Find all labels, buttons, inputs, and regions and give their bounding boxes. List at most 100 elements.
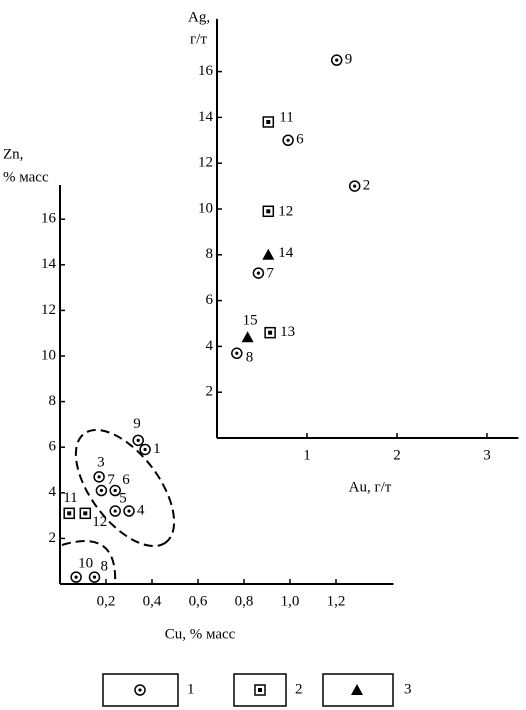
data-point — [88, 571, 101, 583]
marker-dot — [353, 184, 357, 188]
y-axis-label: г/т — [190, 31, 207, 47]
data-point — [79, 507, 92, 520]
legend-marker — [134, 684, 146, 696]
marker-triangle — [241, 331, 254, 343]
point-label: 11 — [279, 109, 293, 125]
marker-dot — [74, 575, 78, 579]
marker-dot — [127, 509, 131, 513]
y-tick-label: 16 — [198, 63, 214, 79]
x-tick-label: 2 — [393, 447, 401, 463]
legend-label: 2 — [295, 681, 303, 697]
legend-box — [322, 673, 394, 707]
legend-box — [233, 673, 287, 707]
point-label: 4 — [137, 502, 145, 518]
marker-dot — [256, 271, 260, 275]
point-label: 9 — [345, 52, 353, 68]
x-axis-label: Au, г/т — [349, 479, 392, 495]
y-tick-label: 12 — [41, 302, 56, 318]
legend-marker — [254, 684, 266, 696]
x-axis-label: Cu, % масс — [165, 626, 236, 642]
data-point — [330, 54, 343, 66]
data-point — [70, 571, 82, 583]
point-label: 6 — [122, 472, 130, 488]
x-tick-label: 1 — [303, 447, 311, 463]
marker-core — [67, 511, 72, 516]
marker-dot — [113, 509, 117, 513]
y-tick-label: 8 — [206, 246, 214, 262]
marker-dot — [136, 438, 140, 442]
cluster-outline — [74, 428, 176, 548]
point-label: 2 — [363, 178, 371, 194]
y-tick-label: 6 — [206, 292, 214, 308]
point-label: 8 — [101, 559, 109, 575]
y-tick-label: 6 — [49, 439, 57, 455]
x-tick-label: 1,2 — [327, 593, 346, 609]
data-point — [262, 248, 275, 260]
y-tick-label: 2 — [206, 384, 214, 400]
legend-label: 3 — [404, 681, 412, 697]
x-tick-label: 0,4 — [143, 593, 162, 609]
data-point — [109, 505, 121, 517]
marker-core — [258, 688, 262, 692]
cluster-outline — [61, 540, 117, 585]
marker-dot — [99, 488, 103, 493]
x-tick-label: 0,2 — [97, 593, 116, 609]
y-axis-label: % масс — [3, 169, 49, 185]
marker-core — [266, 119, 271, 124]
data-point — [139, 443, 151, 456]
x-tick-label: 0,6 — [189, 593, 208, 609]
y-tick-label: 14 — [198, 109, 214, 125]
legend-box — [102, 673, 179, 707]
data-point — [109, 484, 121, 497]
point-label: 1 — [153, 441, 161, 457]
legend-label: 1 — [187, 681, 195, 697]
data-point — [63, 507, 75, 520]
data-point — [93, 471, 105, 483]
point-label: 7 — [266, 266, 274, 282]
y-tick-label: 12 — [198, 155, 213, 171]
point-label: 9 — [133, 416, 141, 432]
point-label: 12 — [278, 204, 293, 220]
y-tick-label: 8 — [49, 393, 57, 409]
y-tick-label: 4 — [206, 338, 214, 354]
data-point — [282, 134, 294, 147]
marker-core — [83, 511, 88, 516]
marker-dot — [113, 488, 117, 493]
marker-dot — [235, 351, 239, 355]
legend-marker — [351, 684, 363, 695]
marker-triangle — [351, 684, 363, 695]
marker-core — [268, 330, 273, 335]
data-point — [95, 484, 108, 497]
data-point — [348, 180, 361, 192]
marker-dot — [97, 475, 101, 479]
y-tick-label: 16 — [41, 211, 57, 227]
y-tick-label: 14 — [41, 256, 57, 272]
data-point — [252, 267, 265, 279]
data-point — [231, 347, 243, 360]
y-axis-label: Ag, — [188, 9, 210, 25]
x-tick-label: 3 — [483, 447, 491, 463]
data-point — [262, 205, 275, 218]
point-label: 15 — [243, 313, 258, 329]
point-label: 10 — [78, 556, 93, 572]
marker-dot — [335, 58, 339, 62]
x-tick-label: 0,8 — [235, 593, 254, 609]
point-label: 6 — [296, 132, 304, 148]
data-point — [132, 434, 144, 447]
marker-dot — [143, 447, 147, 452]
data-point — [262, 116, 275, 128]
point-label: 5 — [119, 490, 127, 506]
data-point — [123, 505, 135, 517]
marker-dot — [92, 575, 97, 579]
point-label: 12 — [92, 514, 107, 530]
y-axis-label: Zn, — [3, 146, 23, 162]
y-tick-label: 10 — [41, 347, 56, 363]
y-tick-label: 10 — [198, 200, 213, 216]
point-label: 14 — [278, 245, 294, 261]
y-tick-label: 2 — [49, 530, 57, 546]
marker-triangle — [262, 248, 275, 260]
point-label: 11 — [63, 490, 77, 506]
point-label: 13 — [280, 324, 295, 340]
y-tick-label: 4 — [49, 484, 57, 500]
